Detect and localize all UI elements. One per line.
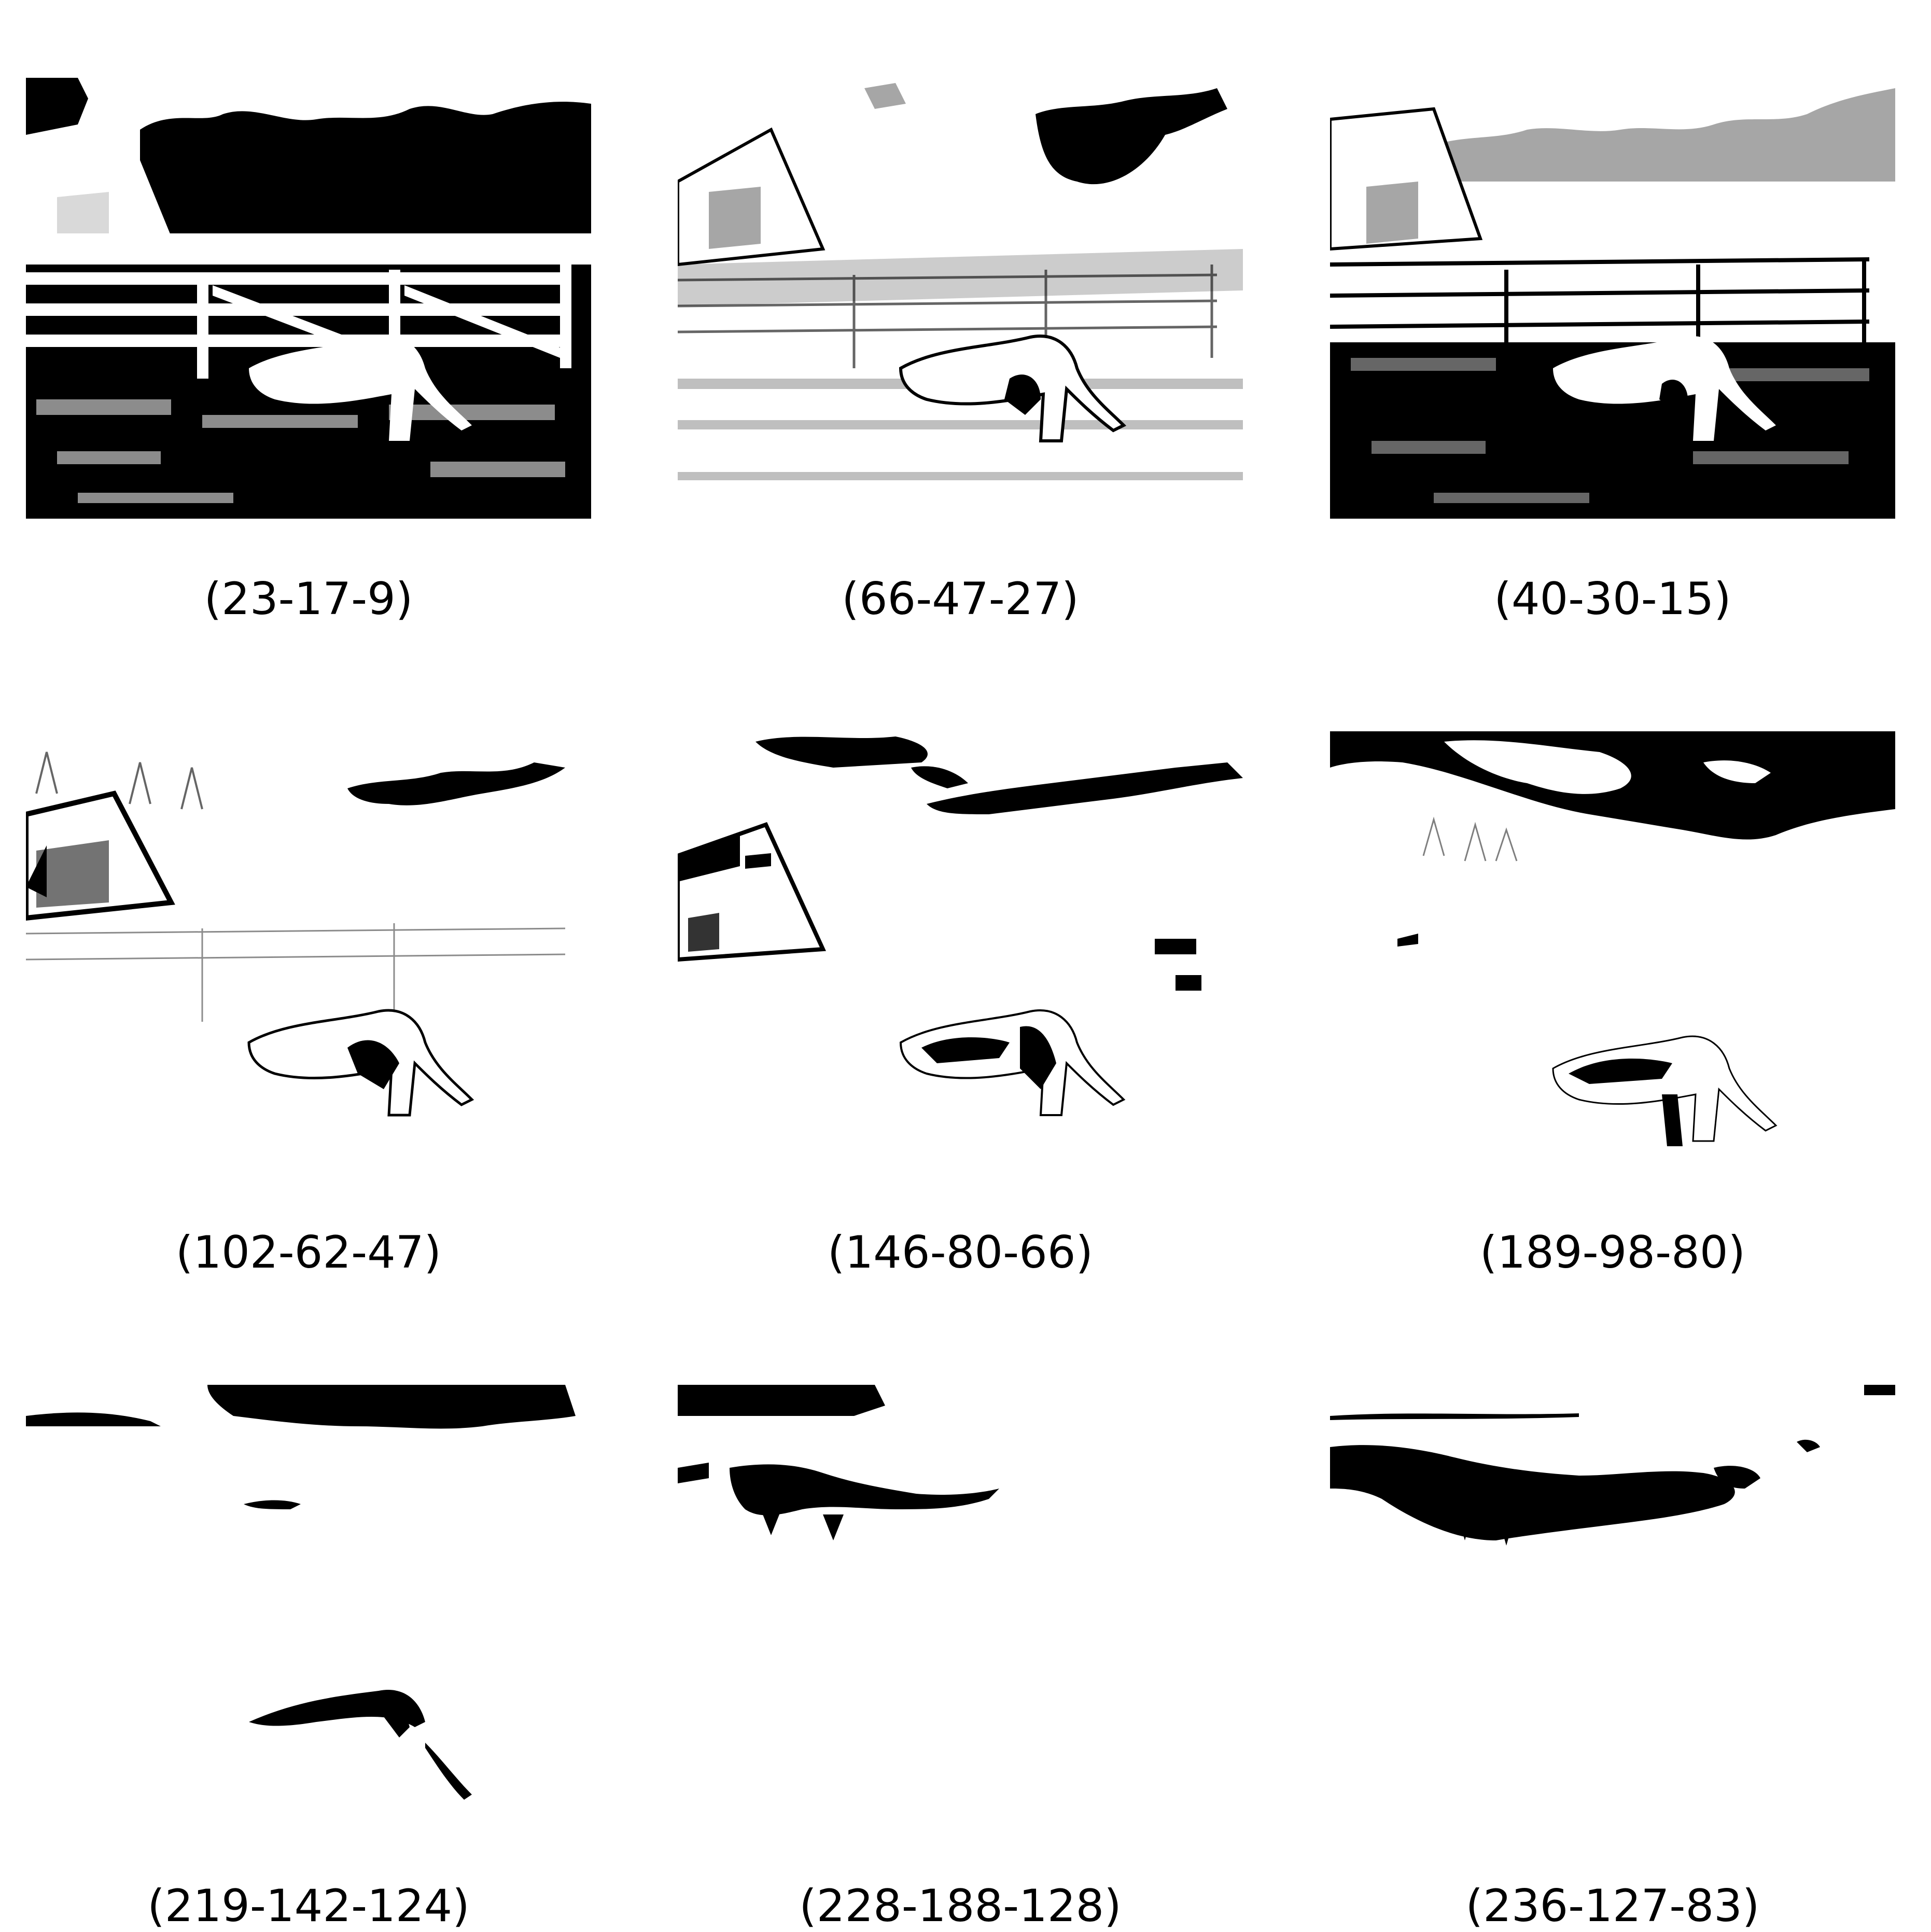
threshold-label-9: (236-127-83): [1465, 1880, 1760, 1932]
threshold-image-9: [1330, 1385, 1895, 1826]
threshold-image-8: [678, 1385, 1243, 1826]
threshold-image-3: [1330, 78, 1895, 519]
threshold-label-7: (219-142-124): [147, 1880, 470, 1932]
threshold-label-3: (40-30-15): [1494, 573, 1731, 625]
threshold-image-7: [26, 1385, 591, 1826]
threshold-label-6: (189-98-80): [1479, 1227, 1746, 1278]
threshold-label-5: (146-80-66): [827, 1227, 1094, 1278]
threshold-label-8: (228-188-128): [799, 1880, 1122, 1932]
threshold-label-4: (102-62-47): [175, 1227, 442, 1278]
threshold-label-2: (66-47-27): [842, 573, 1079, 625]
threshold-label-1: (23-17-9): [204, 573, 413, 625]
threshold-image-6: [1330, 731, 1895, 1172]
threshold-image-2: [678, 78, 1243, 519]
threshold-image-1: [26, 78, 591, 519]
threshold-image-5: [678, 731, 1243, 1172]
threshold-image-4: [26, 731, 591, 1172]
